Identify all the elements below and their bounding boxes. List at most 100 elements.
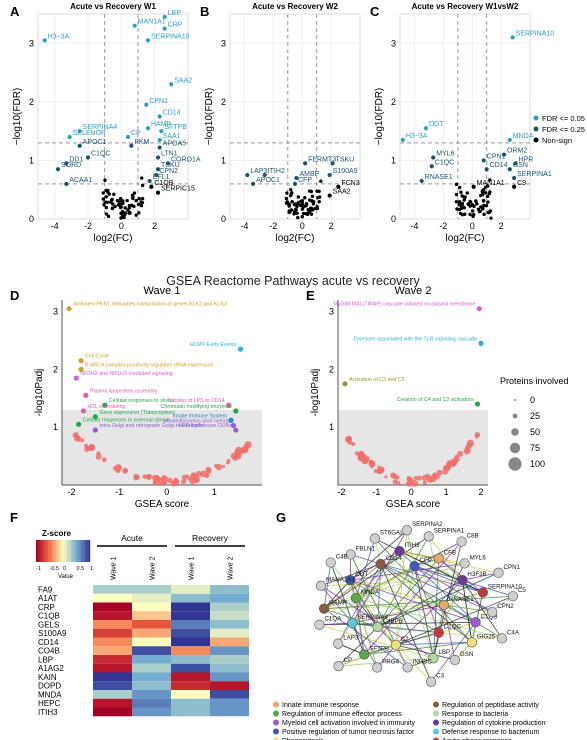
pathway-label: Metallothioneins bind metals bbox=[163, 418, 230, 424]
nonsignificant-band bbox=[62, 409, 262, 485]
data-point bbox=[227, 458, 231, 463]
network-edge bbox=[438, 632, 502, 639]
data-point bbox=[460, 194, 464, 198]
network-node bbox=[350, 592, 362, 604]
colorkey-swatch bbox=[58, 540, 61, 562]
legend-label: Non-sign bbox=[542, 136, 572, 145]
data-point bbox=[359, 455, 364, 459]
network-edge bbox=[319, 624, 434, 659]
point-label: DD1 bbox=[69, 156, 83, 163]
node-label: C1QB bbox=[481, 613, 498, 620]
data-point bbox=[474, 199, 478, 203]
node-label: C1QC bbox=[444, 624, 462, 631]
size-legend-marker bbox=[508, 457, 522, 471]
network-edge bbox=[338, 626, 378, 667]
y-tick-label: 3 bbox=[29, 38, 34, 48]
group-label: Recovery bbox=[192, 533, 229, 543]
pathway-label: HCMV Early Events bbox=[190, 342, 237, 348]
data-point bbox=[251, 181, 256, 186]
point-label: CD14 bbox=[163, 110, 181, 117]
node-label: C5 bbox=[518, 587, 526, 594]
data-point bbox=[169, 82, 174, 87]
colorkey-title: Z-score bbox=[42, 529, 71, 538]
data-point bbox=[158, 481, 162, 485]
data-point bbox=[245, 172, 250, 178]
colorkey-swatch bbox=[72, 540, 74, 562]
heatmap-cell bbox=[171, 602, 210, 612]
pathway-label: Innate Immune System bbox=[173, 413, 228, 419]
point-label: SERPINA10 bbox=[516, 30, 555, 37]
data-point bbox=[429, 164, 434, 169]
network-legend-marker bbox=[273, 701, 279, 708]
data-point bbox=[262, 172, 267, 178]
size-legend-label: 0 bbox=[530, 395, 535, 405]
data-point bbox=[400, 137, 405, 143]
x-tick-label: 2 bbox=[152, 221, 157, 231]
point-label: CP bbox=[131, 130, 141, 137]
x-axis-label: GSEA score bbox=[386, 499, 441, 510]
x-tick-label: -2 bbox=[337, 487, 345, 497]
data-point bbox=[481, 158, 486, 163]
data-point bbox=[289, 192, 293, 196]
data-point bbox=[476, 207, 481, 211]
data-point bbox=[103, 200, 107, 204]
colorkey-swatch bbox=[52, 540, 54, 562]
y-tick-label: 2 bbox=[53, 364, 58, 374]
colorkey-swatch bbox=[60, 540, 62, 562]
heatmap-cell bbox=[210, 663, 249, 673]
x-axis-label: log2(FC) bbox=[276, 233, 315, 244]
data-point bbox=[132, 23, 137, 28]
node-label: HAMP bbox=[329, 600, 347, 607]
network-node bbox=[333, 638, 344, 649]
network-legend-label: Response to bacteria bbox=[442, 711, 508, 718]
network-edge bbox=[364, 632, 439, 655]
point-label: S100A9 bbox=[333, 168, 358, 175]
x-tick-label: 0 bbox=[164, 487, 169, 497]
colorkey-swatch bbox=[50, 540, 53, 562]
point-label: CPN2 bbox=[159, 168, 178, 175]
network-node bbox=[372, 662, 383, 673]
node-label: MNDA bbox=[361, 589, 380, 596]
data-point bbox=[133, 475, 138, 481]
data-point bbox=[243, 443, 250, 450]
data-point bbox=[134, 213, 138, 217]
pathway-label: B-WICH complex positively regulates rRNA… bbox=[85, 362, 213, 368]
row-label: FA9 bbox=[38, 585, 53, 594]
group-label: Acute bbox=[121, 533, 143, 543]
data-point bbox=[161, 481, 167, 487]
data-point bbox=[131, 195, 135, 200]
data-point bbox=[300, 215, 304, 219]
data-point bbox=[458, 203, 463, 207]
data-point bbox=[471, 214, 475, 219]
data-point bbox=[284, 196, 289, 201]
heatmap-cell bbox=[93, 585, 132, 594]
data-point bbox=[327, 172, 332, 178]
point-label: SAA1 bbox=[163, 133, 181, 140]
pathway-label: Activation of C3 and C5 bbox=[349, 377, 405, 383]
panel-letter: D bbox=[10, 288, 19, 303]
network-node bbox=[466, 637, 477, 648]
network-legend-marker bbox=[273, 737, 279, 740]
data-point bbox=[154, 172, 159, 178]
data-point bbox=[465, 191, 469, 195]
data-point bbox=[78, 358, 84, 364]
point-label: LAP3 bbox=[250, 168, 267, 175]
data-point bbox=[207, 468, 212, 473]
data-point bbox=[309, 212, 314, 216]
gsea-plot-wave1: -2 -1 0 1 1 2 3 Wave 1 GSEA score -log10Padj Activ… bbox=[34, 285, 262, 510]
x-tick-label: 2 bbox=[499, 221, 504, 231]
x-tick-label: 1 bbox=[444, 487, 449, 497]
data-point bbox=[301, 211, 306, 216]
network-legend-marker bbox=[273, 710, 279, 717]
network-edge bbox=[324, 595, 513, 610]
heatmap-cell bbox=[93, 637, 132, 647]
network-edge bbox=[395, 644, 456, 661]
data-point bbox=[315, 204, 319, 209]
network-node bbox=[345, 575, 356, 586]
data-point bbox=[488, 190, 492, 194]
colorkey-swatch bbox=[46, 540, 49, 562]
data-point bbox=[481, 199, 486, 203]
row-label: CO4B bbox=[38, 647, 60, 656]
data-point bbox=[378, 469, 384, 474]
